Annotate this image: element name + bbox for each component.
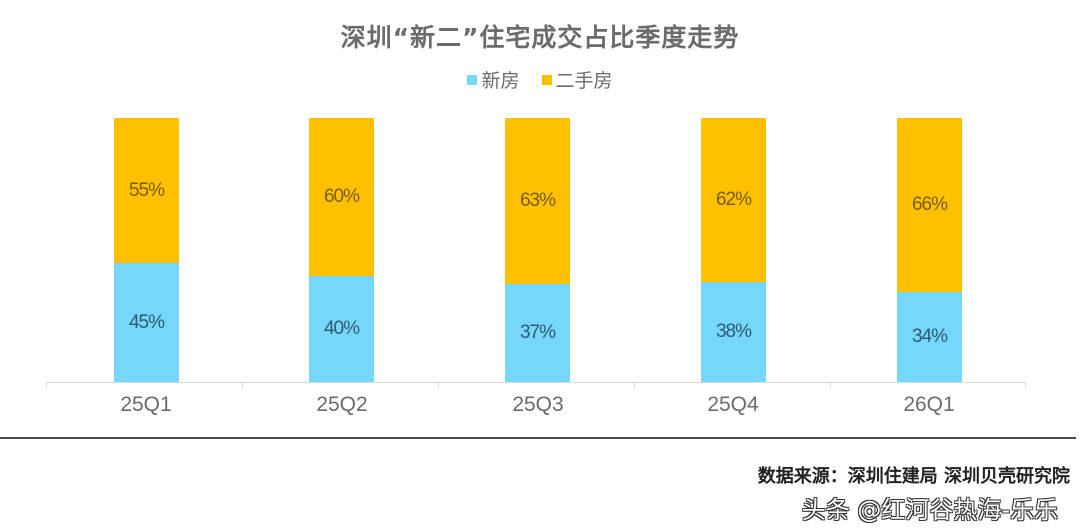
bar-25q2: 60% 40%	[309, 118, 374, 382]
x-axis-tick	[634, 382, 635, 388]
bar-segment-second: 66%	[897, 118, 962, 293]
legend-label-new: 新房	[481, 70, 520, 92]
data-label: 60%	[323, 186, 360, 208]
data-label: 62%	[715, 188, 752, 210]
bar-26q1: 66% 34%	[897, 118, 962, 382]
x-axis-tick	[46, 382, 47, 388]
plot-area: 55% 45% 60% 40% 63% 37% 62% 38% 66% 34%	[46, 118, 1026, 382]
x-tick-label: 25Q1	[120, 393, 172, 416]
x-axis-line	[46, 382, 1026, 383]
bar-segment-second: 60%	[309, 118, 374, 277]
x-tick-label: 25Q4	[707, 393, 759, 416]
data-label: 55%	[128, 179, 165, 201]
bar-25q4: 62% 38%	[701, 118, 766, 382]
bar-segment-new: 45%	[114, 263, 179, 382]
x-axis-tick	[830, 382, 831, 388]
data-label: 45%	[128, 311, 165, 333]
x-tick-label: 25Q2	[316, 393, 368, 416]
data-label: 34%	[911, 326, 948, 348]
legend: 新房 二手房	[0, 66, 1080, 93]
chart-title: 深圳“新二”住宅成交占比季度走势	[340, 23, 740, 52]
bar-segment-new: 40%	[309, 276, 374, 382]
data-label: 63%	[519, 190, 556, 212]
data-label: 38%	[715, 320, 752, 342]
footer-divider	[0, 437, 1076, 439]
bar-segment-new: 34%	[897, 292, 962, 382]
legend-swatch-new	[467, 74, 478, 85]
x-axis-tick	[242, 382, 243, 388]
bar-segment-second: 63%	[505, 118, 570, 285]
data-source: 数据来源：深圳住建局 深圳贝壳研究院	[757, 466, 1070, 487]
legend-label-second: 二手房	[555, 70, 613, 92]
x-tick-label: 26Q1	[903, 393, 955, 416]
bar-segment-second: 55%	[114, 118, 179, 264]
x-tick-label: 25Q3	[512, 393, 564, 416]
x-axis-tick	[438, 382, 439, 388]
legend-item-new: 新房	[467, 66, 520, 93]
bar-segment-new: 38%	[701, 281, 766, 382]
bar-25q1: 55% 45%	[114, 118, 179, 382]
data-label: 37%	[519, 322, 556, 344]
x-axis-tick	[1025, 382, 1026, 388]
data-label: 66%	[911, 194, 948, 216]
legend-swatch-second	[541, 74, 552, 85]
watermark: 头条 @红河谷热海-乐乐	[801, 496, 1058, 524]
bar-25q3: 63% 37%	[505, 118, 570, 382]
data-label: 40%	[323, 318, 360, 340]
legend-item-second: 二手房	[541, 66, 613, 93]
bar-segment-second: 62%	[701, 118, 766, 282]
bar-segment-new: 37%	[505, 284, 570, 382]
